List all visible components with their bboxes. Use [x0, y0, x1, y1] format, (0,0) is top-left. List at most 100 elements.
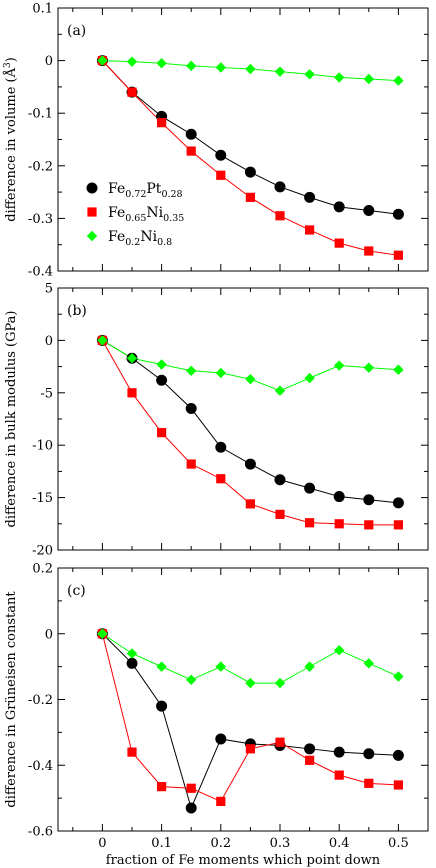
x-tick-label: 0.2 — [210, 836, 231, 851]
data-point-s2-10 — [393, 75, 404, 86]
panel-label: (b) — [67, 303, 87, 319]
y-tick-label: -0.4 — [28, 265, 53, 280]
data-point-s0-6 — [274, 474, 286, 486]
x-axis-label: fraction of Fe moments which point down — [106, 853, 381, 868]
data-point-s2-2 — [156, 58, 167, 69]
legend-marker-2 — [86, 230, 98, 242]
data-point-s2-10 — [393, 364, 404, 375]
data-point-s1-6 — [275, 211, 285, 221]
y-axis-label: difference in volume (Å3) — [3, 57, 19, 222]
data-point-s2-1 — [126, 353, 138, 364]
data-point-s1-5 — [245, 499, 255, 509]
y-tick-label: -0.2 — [28, 693, 53, 708]
series-line-0 — [102, 339, 399, 504]
data-point-s1-4 — [216, 170, 226, 180]
data-point-s1-3 — [186, 783, 196, 793]
data-point-s2-4 — [215, 62, 226, 73]
data-point-s1-2 — [157, 782, 167, 792]
y-tick-label: -15 — [32, 491, 53, 506]
data-point-s1-8 — [334, 519, 344, 529]
panel-a: -0.4 -0.3 -0.2 -0.1 0 0.1 difference in volume… — [3, 2, 429, 280]
data-point-s0-4 — [215, 441, 227, 453]
y-tick-label: -5 — [40, 386, 53, 401]
plot-frame — [57, 287, 429, 551]
data-point-s1-3 — [186, 146, 196, 156]
data-point-s1-1 — [127, 747, 137, 757]
data-point-s2-4 — [215, 661, 226, 672]
data-point-s0-9 — [363, 205, 375, 217]
data-point-s1-8 — [334, 238, 344, 248]
data-point-s2-9 — [363, 362, 374, 373]
data-point-s1-6 — [275, 509, 285, 519]
data-point-s2-9 — [363, 73, 374, 85]
y-tick-label: -20 — [32, 544, 53, 559]
data-point-s2-0 — [97, 55, 108, 66]
y-tick-label: 0.2 — [32, 562, 53, 577]
data-point-s0-7 — [304, 743, 316, 755]
series-line-1 — [101, 340, 399, 526]
data-point-s1-7 — [305, 518, 315, 528]
data-point-s1-7 — [305, 225, 315, 235]
data-point-s0-3 — [185, 403, 197, 415]
data-point-s0-2 — [156, 700, 168, 712]
data-point-s1-2 — [157, 428, 167, 438]
data-point-s1-5 — [245, 192, 255, 202]
data-point-s1-6 — [275, 737, 285, 747]
data-point-s1-10 — [393, 250, 403, 260]
data-point-s0-8 — [333, 491, 345, 503]
data-point-s0-8 — [333, 746, 345, 758]
series-line-1 — [101, 633, 399, 803]
y-tick-label: 5 — [45, 282, 53, 297]
data-point-s2-5 — [245, 677, 256, 689]
data-point-s0-9 — [363, 494, 375, 506]
legend-entry-2: Fe0.2Ni0.8 — [108, 229, 172, 248]
plot-frame — [57, 567, 429, 832]
legend-entry-0: Fe0.72Pt0.28 — [108, 181, 183, 200]
data-point-s2-6 — [274, 385, 286, 396]
panel-b: -20 -15 -10 -5 0 5 difference in bulk modulus … — [4, 282, 429, 559]
data-point-s2-2 — [156, 359, 167, 370]
legend-marker-1 — [87, 207, 97, 217]
y-tick-label: -0.4 — [28, 759, 53, 774]
data-point-s2-7 — [304, 69, 315, 80]
data-point-s2-8 — [334, 72, 345, 83]
data-point-s0-3 — [185, 128, 197, 140]
data-point-s1-9 — [364, 778, 374, 788]
data-point-s2-5 — [245, 63, 256, 75]
data-point-s1-1 — [127, 388, 137, 398]
data-point-s1-3 — [186, 459, 196, 469]
data-point-s2-1 — [126, 648, 138, 659]
data-point-s0-10 — [392, 497, 404, 509]
y-tick-label: 0 — [45, 334, 53, 349]
y-tick-label: 0 — [45, 627, 53, 642]
data-point-s2-1 — [126, 56, 138, 67]
data-point-s2-8 — [334, 644, 345, 656]
x-tick-label: 0.3 — [270, 836, 291, 851]
y-axis-label: difference in Grüneisen constant — [4, 591, 19, 808]
data-point-s0-8 — [333, 201, 345, 213]
data-point-s1-1 — [127, 87, 137, 97]
x-tick-label: 0.5 — [388, 836, 409, 851]
data-point-s2-7 — [304, 661, 315, 672]
data-point-s0-10 — [392, 208, 404, 220]
data-point-s0-1 — [126, 657, 138, 669]
data-point-s2-3 — [186, 365, 197, 376]
data-point-s0-9 — [363, 748, 375, 760]
x-tick-label: 0 — [98, 836, 106, 851]
y-axis-label: difference in bulk modulus (GPa) — [4, 311, 19, 528]
data-point-s2-0 — [97, 628, 108, 639]
legend-entry-1: Fe0.65Ni0.35 — [108, 205, 184, 224]
data-point-s2-3 — [186, 674, 197, 685]
data-point-s1-2 — [157, 118, 167, 128]
legend-marker-0 — [86, 182, 98, 194]
data-point-s1-4 — [216, 796, 226, 807]
data-point-s0-2 — [156, 374, 168, 386]
data-point-s2-7 — [304, 372, 315, 384]
data-point-s2-4 — [215, 367, 226, 379]
y-tick-label: -0.2 — [28, 159, 53, 174]
data-point-s2-6 — [274, 677, 286, 689]
data-point-s2-0 — [97, 335, 108, 346]
x-tick-label: 0.4 — [329, 836, 350, 851]
data-point-s0-5 — [244, 166, 256, 178]
